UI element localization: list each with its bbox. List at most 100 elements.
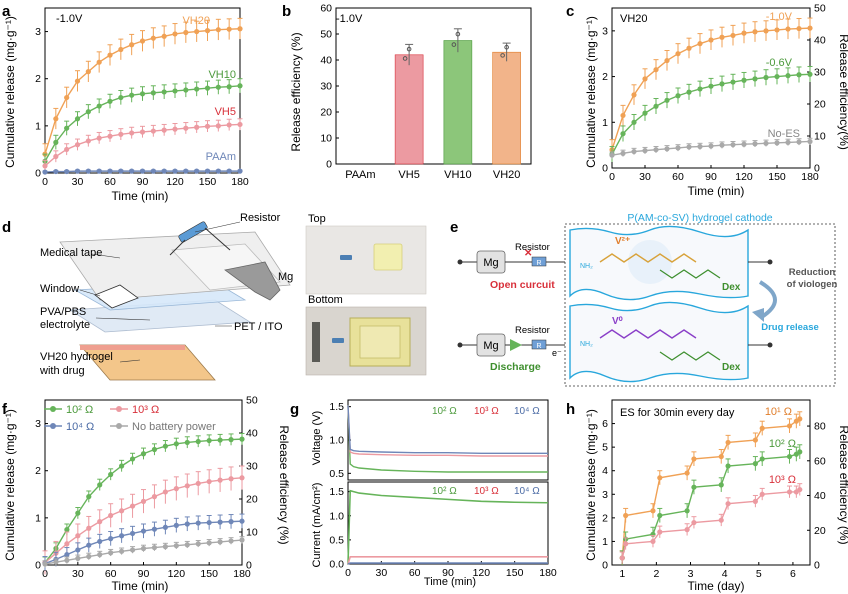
data-point [763, 74, 769, 81]
leader-electrolyte [95, 317, 151, 321]
y-tick-label: 2 [35, 73, 41, 85]
x-tick-label: 0 [609, 171, 615, 183]
data-point [653, 147, 659, 153]
e-nh2-bottom: NH₂ [580, 341, 593, 348]
data-point [797, 416, 803, 422]
current-line-1 [347, 555, 548, 565]
annotation-b: -1.0V [336, 13, 363, 25]
data-point [215, 27, 221, 33]
data-point [664, 97, 670, 103]
y2-tick-label: 40 [814, 35, 826, 47]
annotation-a: -1.0V [56, 13, 83, 25]
leader-tape [91, 253, 121, 259]
data-point [686, 45, 692, 51]
data-point [759, 491, 765, 497]
x-tick-label: 120 [166, 176, 184, 188]
data-point [85, 69, 91, 75]
data-point [64, 94, 70, 101]
x-tick-label: 0 [345, 567, 351, 579]
data-point [226, 122, 232, 128]
y-tick-label: 40 [320, 55, 332, 67]
e-title: P(AM-co-SV) hydrogel cathode [627, 212, 772, 224]
y-tick-label: 2 [35, 465, 41, 477]
x-tick-label: 30 [72, 568, 84, 580]
resistor-lead-left [169, 239, 186, 256]
data-point [642, 76, 648, 82]
data-point [620, 150, 626, 156]
data-point [237, 26, 243, 32]
data-point [118, 168, 124, 174]
replicate-point [406, 46, 412, 52]
x-tick-label: 60 [105, 568, 117, 580]
data-point [150, 168, 156, 174]
y2-tick-label: 20 [246, 494, 258, 506]
data-point [675, 93, 681, 99]
data-point [204, 85, 211, 91]
data-point [162, 524, 168, 530]
data-point [741, 141, 747, 147]
axes-frame [611, 399, 811, 566]
data-point [797, 486, 803, 493]
data-point [206, 540, 212, 546]
label-d-electrolyte: electrolyte [40, 319, 90, 331]
data-point [228, 476, 234, 482]
data-point [215, 168, 221, 174]
data-point [619, 555, 625, 561]
y-tick-label: 1.5 [329, 486, 344, 498]
data-point [719, 142, 725, 148]
data-point [217, 437, 223, 443]
data-point [74, 78, 81, 84]
y-tick-label: 60 [320, 3, 332, 15]
data-point [64, 557, 70, 563]
e-viologen-halo [628, 240, 672, 284]
x-tick-label: 5 [756, 568, 762, 580]
e-electron-label: e⁻ [552, 348, 562, 358]
data-point [183, 168, 189, 174]
data-point [97, 538, 103, 545]
data-point [107, 98, 113, 104]
data-point [173, 543, 179, 549]
panel-e: e P(AM-co-SV) hydrogel cathode V²⁺ Dex N… [450, 212, 838, 387]
y-tick-label: 30 [320, 81, 332, 93]
data-point [184, 521, 190, 527]
e-resistor-top [531, 256, 547, 267]
data-point [697, 41, 703, 47]
data-point [119, 548, 125, 554]
y2-tick-label: 60 [814, 455, 826, 467]
data-point [657, 512, 663, 519]
data-point [74, 168, 81, 174]
data-point [195, 438, 201, 445]
data-point [195, 541, 201, 547]
e-reduction-arrowhead-icon [752, 308, 764, 322]
x-tick-label: 90 [137, 176, 149, 188]
data-point [206, 519, 212, 526]
ylabel-g-top: Voltage (V) [311, 411, 323, 465]
legend-f-marker-2 [116, 406, 122, 412]
e-nh2-top: NH₂ [580, 263, 593, 270]
panel-g: g 0.51.01.50 30 60 90 120 150 1800.00.51.01.5 … [290, 399, 557, 588]
data-point [684, 470, 690, 476]
data-point [650, 538, 656, 545]
photo-top-resistor [340, 255, 352, 260]
e-mg-top: Mg [483, 257, 498, 269]
e-v0-label: V⁰ [612, 316, 623, 327]
x-tick-label: 30 [375, 567, 387, 579]
y-tick-label: 6 [602, 418, 608, 430]
data-point [642, 110, 648, 116]
y-tick-label: 1.5 [329, 401, 344, 413]
data-point [691, 456, 697, 462]
data-point [172, 126, 178, 132]
x-tick-label: 180 [801, 171, 819, 183]
xlabel-a: Time (min) [112, 189, 169, 203]
x-tick-label: 150 [506, 567, 524, 579]
legend-f-2: 10³ Ω [132, 404, 159, 416]
data-point [697, 143, 703, 150]
data-point [129, 42, 135, 48]
voltage-line-1 [347, 405, 548, 457]
data-point [150, 35, 156, 41]
data-point [785, 26, 791, 32]
data-point [620, 131, 626, 137]
data-point [763, 28, 769, 34]
data-point [118, 46, 124, 53]
